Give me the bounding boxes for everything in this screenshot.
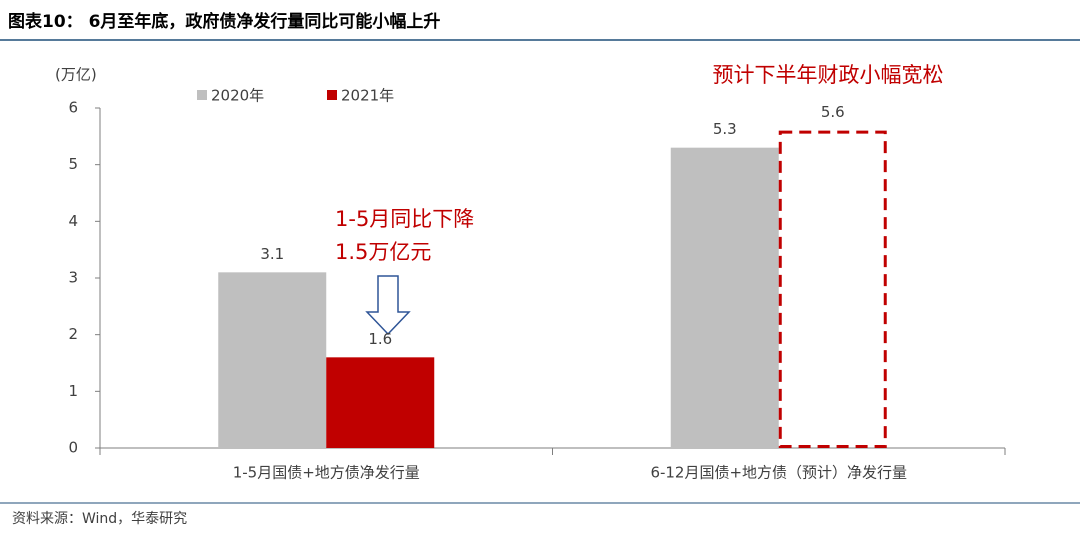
annotation: 预计下半年财政小幅宽松 bbox=[713, 63, 944, 87]
value-label: 5.6 bbox=[821, 103, 845, 121]
bar bbox=[778, 130, 887, 449]
y-tick-label: 0 bbox=[68, 439, 78, 457]
legend-label: 2020年 bbox=[211, 87, 264, 105]
bar bbox=[326, 357, 435, 448]
annotation: 1.5万亿元 bbox=[335, 240, 431, 264]
legend-swatch bbox=[327, 90, 337, 100]
y-tick-label: 2 bbox=[68, 325, 78, 343]
y-tick-label: 1 bbox=[68, 382, 78, 400]
bar bbox=[670, 147, 779, 448]
y-tick-label: 4 bbox=[68, 212, 78, 230]
value-label: 1.6 bbox=[368, 330, 392, 348]
annotation: 1-5月同比下降 bbox=[335, 207, 474, 231]
arrow bbox=[365, 275, 411, 336]
y-tick-label: 6 bbox=[68, 99, 78, 117]
legend-label: 2021年 bbox=[341, 87, 394, 105]
bar bbox=[218, 272, 327, 448]
x-tick-label: 6-12月国债+地方债（预计）净发行量 bbox=[650, 464, 907, 482]
y-axis-label: (万亿) bbox=[55, 66, 97, 84]
y-tick-label: 5 bbox=[68, 155, 78, 173]
chart-title: 图表10： 6月至年底，政府债净发行量同比可能小幅上升 bbox=[8, 11, 440, 32]
source-note: 资料来源：Wind，华泰研究 bbox=[12, 511, 187, 527]
legend-swatch bbox=[197, 90, 207, 100]
x-tick-label: 1-5月国债+地方债净发行量 bbox=[233, 464, 420, 482]
value-label: 5.3 bbox=[713, 120, 737, 138]
value-label: 3.1 bbox=[260, 245, 284, 263]
y-tick-label: 3 bbox=[68, 269, 78, 287]
